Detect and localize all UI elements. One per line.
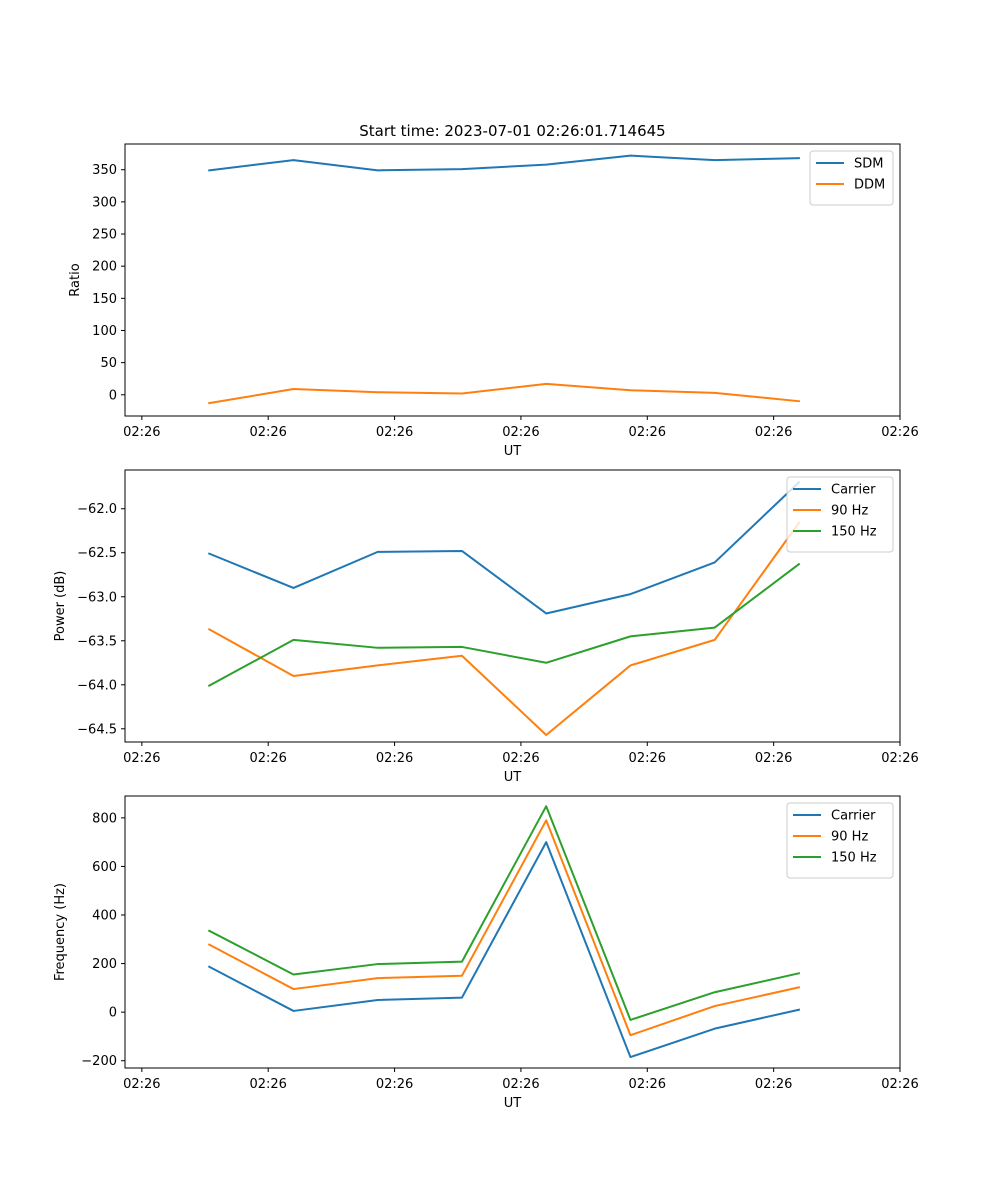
- y-tick-label: −62.0: [77, 502, 117, 517]
- y-axis-label: Power (dB): [53, 571, 68, 642]
- x-tick-label: 02:26: [249, 1077, 286, 1092]
- x-tick-label: 02:26: [249, 425, 286, 440]
- y-tick-label: −63.5: [77, 634, 117, 649]
- x-tick-label: 02:26: [629, 425, 666, 440]
- x-tick-label: 02:26: [502, 425, 539, 440]
- axes-frame: [124, 795, 901, 1069]
- figure-title: Start time: 2023-07-01 02:26:01.714645: [359, 122, 665, 140]
- x-tick-label: 02:26: [755, 425, 792, 440]
- y-tick-label: 200: [92, 957, 117, 972]
- y-tick-label: −64.5: [77, 722, 117, 737]
- x-tick-label: 02:26: [755, 1077, 792, 1092]
- y-tick-label: 150: [92, 292, 117, 307]
- y-tick-label: −62.5: [77, 546, 117, 561]
- x-tick-label: 02:26: [376, 1077, 413, 1092]
- y-tick-label: 350: [92, 163, 117, 178]
- y-tick-label: 200: [92, 260, 117, 275]
- legend: Carrier 90 Hz 150 Hz: [786, 802, 894, 879]
- series-line-150-hz: [207, 805, 801, 1021]
- axes-frame: [124, 143, 901, 417]
- x-axis-label: UT: [504, 770, 522, 785]
- y-tick-label: 300: [92, 195, 117, 210]
- y-axis-label: Ratio: [68, 263, 83, 296]
- series-line-carrier: [207, 841, 801, 1059]
- subplot-3: 02:26 02:26 02:26 02:26 02:26 02:26 02:26 −200 0…: [53, 795, 919, 1111]
- x-tick-label: 02:26: [629, 1077, 666, 1092]
- x-tick-label: 02:26: [881, 1077, 918, 1092]
- plots-container: 02:26 02:26 02:26 02:26 02:26 02:26 02:26 0 50 10…: [53, 143, 919, 1111]
- x-tick-label: 02:26: [881, 751, 918, 766]
- legend-label: Carrier: [831, 809, 876, 824]
- x-tick-label: 02:26: [376, 751, 413, 766]
- series-line-150-hz: [207, 562, 801, 688]
- y-tick-label: −64.0: [77, 678, 117, 693]
- legend: Carrier 90 Hz 150 Hz: [786, 476, 894, 553]
- x-tick-label: 02:26: [376, 425, 413, 440]
- y-axis-label: Frequency (Hz): [53, 883, 68, 981]
- x-axis-label: UT: [504, 444, 522, 459]
- x-tick-label: 02:26: [502, 751, 539, 766]
- legend-label: 90 Hz: [831, 830, 868, 845]
- legend-label: Carrier: [831, 483, 876, 498]
- x-tick-label: 02:26: [502, 1077, 539, 1092]
- subplot-2: 02:26 02:26 02:26 02:26 02:26 02:26 02:26 −64.5…: [53, 469, 919, 785]
- legend-box: [786, 802, 894, 879]
- x-tick-label: 02:26: [755, 751, 792, 766]
- x-tick-label: 02:26: [249, 751, 286, 766]
- x-tick-label: 02:26: [881, 425, 918, 440]
- y-tick-label: 250: [92, 228, 117, 243]
- y-tick-label: 600: [92, 860, 117, 875]
- y-tick-label: −200: [81, 1054, 117, 1069]
- series-line-90-hz: [207, 521, 801, 736]
- axes-frame: [124, 469, 901, 743]
- series-line-90-hz: [207, 819, 801, 1037]
- legend-label: DDM: [854, 178, 885, 193]
- legend-label: 90 Hz: [831, 504, 868, 519]
- x-tick-label: 02:26: [123, 751, 160, 766]
- y-tick-label: 800: [92, 811, 117, 826]
- series-line-ddm: [208, 382, 801, 405]
- y-tick-label: 50: [100, 356, 117, 371]
- legend-label: 150 Hz: [831, 851, 877, 866]
- series-line-carrier: [207, 480, 801, 615]
- y-tick-label: 0: [109, 388, 117, 403]
- x-tick-label: 02:26: [123, 1077, 160, 1092]
- x-tick-label: 02:26: [629, 751, 666, 766]
- x-axis-label: UT: [504, 1096, 522, 1111]
- y-tick-label: 400: [92, 909, 117, 924]
- legend-label: 150 Hz: [831, 525, 877, 540]
- legend-box: [786, 476, 894, 553]
- subplot-1: 02:26 02:26 02:26 02:26 02:26 02:26 02:26 0 50 10…: [68, 143, 919, 459]
- legend-label: SDM: [854, 157, 883, 172]
- legend: SDM DDM: [809, 150, 894, 206]
- y-tick-label: −63.0: [77, 590, 117, 605]
- series-line-sdm: [208, 154, 800, 172]
- y-tick-label: 0: [109, 1006, 117, 1021]
- legend-box: [809, 150, 894, 206]
- y-tick-label: 100: [92, 324, 117, 339]
- x-tick-label: 02:26: [123, 425, 160, 440]
